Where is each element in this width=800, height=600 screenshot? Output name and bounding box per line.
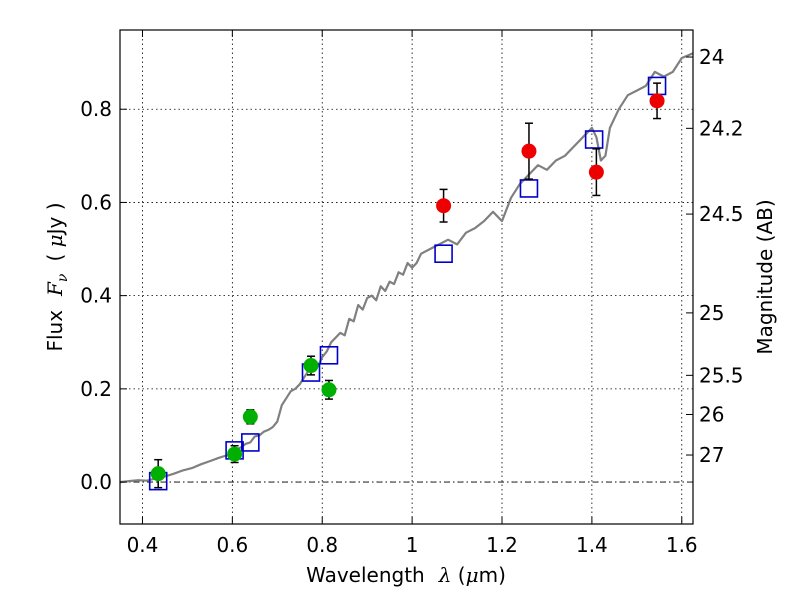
data-point bbox=[303, 358, 319, 374]
y-tick-label: 0.0 bbox=[80, 470, 112, 494]
observed-photometry bbox=[150, 82, 665, 489]
y-tick-label: 0.8 bbox=[80, 97, 112, 121]
data-point bbox=[649, 93, 665, 109]
model-photometry bbox=[148, 76, 667, 491]
y-axis-unit-open: ( bbox=[43, 247, 67, 261]
grid bbox=[120, 30, 693, 524]
y2-tick-label: 27 bbox=[699, 443, 724, 467]
x-tick-label: 0.8 bbox=[306, 533, 338, 557]
y2-tick-label: 26 bbox=[699, 402, 724, 426]
x-tick-label: 0.6 bbox=[216, 533, 248, 557]
data-point bbox=[321, 382, 337, 398]
y-axis-unit-mu: μ bbox=[43, 234, 67, 247]
x-axis-unit-open: ( bbox=[451, 563, 465, 587]
model-square bbox=[584, 130, 604, 149]
model-square bbox=[434, 244, 453, 263]
data-point bbox=[521, 143, 537, 159]
spectrum-line bbox=[119, 52, 694, 484]
x-tick-label: 1.4 bbox=[576, 533, 608, 557]
y2-tick-label: 24.2 bbox=[699, 116, 744, 140]
y-axis-symbol: F bbox=[43, 281, 67, 297]
x-tick-label: 1.2 bbox=[486, 533, 518, 557]
data-point bbox=[242, 409, 258, 425]
data-point bbox=[227, 446, 243, 462]
x-axis-title-text: Wavelength bbox=[306, 563, 425, 587]
y-axis-subscript: ν bbox=[55, 273, 71, 282]
y2-tick-label: 24 bbox=[699, 45, 724, 69]
x-tick-label: 1.6 bbox=[666, 533, 698, 557]
x-tick-label: 0.4 bbox=[127, 533, 159, 557]
model-square bbox=[241, 433, 260, 452]
y-axis-title: Flux Fν ( μJy ) bbox=[43, 202, 71, 351]
y-tick-label: 0.2 bbox=[80, 377, 112, 401]
plot-frame bbox=[119, 29, 694, 525]
data-point bbox=[150, 466, 166, 482]
axis-ticks: 0.4 0.6 0.8 1 1.2 1.4 1.6 0.0 0.2 0.4 0.6 0.8 24 24.2… bbox=[80, 30, 744, 557]
y2-tick-label: 25 bbox=[699, 301, 724, 325]
y-axis-title-text: Flux bbox=[43, 310, 67, 352]
y2-tick-label: 25.5 bbox=[699, 363, 744, 387]
y-axis-unit-rest: Jy ) bbox=[43, 202, 67, 236]
model-square bbox=[519, 179, 539, 198]
model-spectrum bbox=[119, 52, 694, 484]
x-tick-label: 1 bbox=[406, 533, 419, 557]
x-axis-title: Wavelength λ (μm) bbox=[306, 563, 506, 587]
y2-tick-label: 24.5 bbox=[699, 202, 744, 226]
data-point bbox=[436, 198, 452, 214]
x-axis-unit-mu: μ bbox=[466, 563, 479, 587]
data-point bbox=[588, 164, 604, 180]
y-tick-label: 0.6 bbox=[80, 190, 112, 214]
model-square bbox=[319, 345, 339, 365]
y-tick-label: 0.4 bbox=[80, 284, 112, 308]
x-axis-unit-rest: m) bbox=[479, 563, 506, 587]
x-axis-symbol: λ bbox=[438, 563, 452, 587]
y2-axis-title: Magnitude (AB) bbox=[753, 199, 777, 354]
